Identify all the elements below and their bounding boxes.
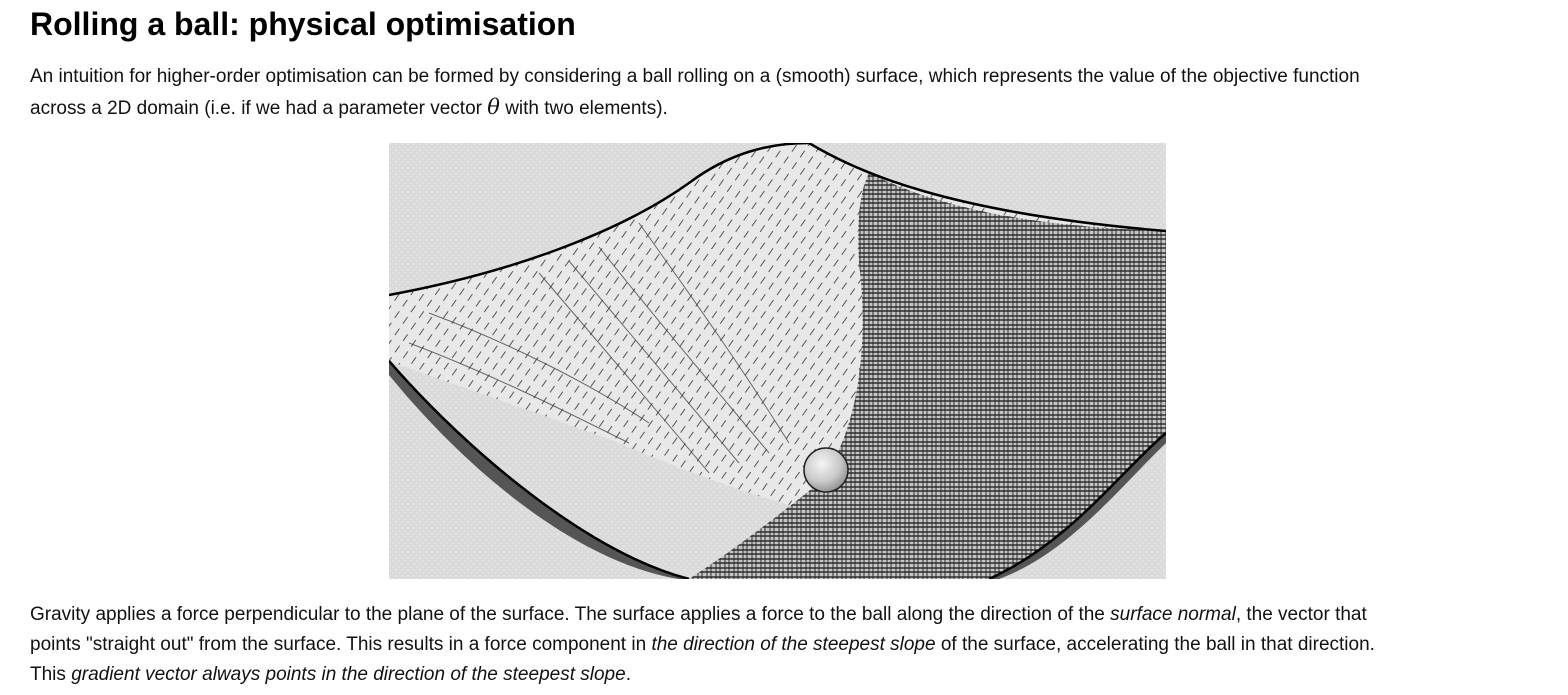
gravity-line-3-tail: . — [625, 664, 631, 685]
gravity-line-2-tail: of the surface, accelerating the ball in… — [935, 634, 1375, 655]
intro-text-after-symbol: with two elements). — [499, 98, 668, 119]
gravity-line-1-text: Gravity applies a force perpendicular to… — [30, 604, 1111, 625]
gravity-line-1-tail: , the vector that — [1235, 604, 1367, 625]
intro-paragraph: An intuition for higher-order optimisati… — [30, 62, 1360, 124]
gravity-paragraph: Gravity applies a force perpendicular to… — [30, 600, 1375, 690]
ball-on-surface-illustration — [389, 143, 1166, 579]
gravity-line-1: Gravity applies a force perpendicular to… — [30, 600, 1375, 630]
intro-line-1: An intuition for higher-order optimisati… — [30, 66, 1360, 87]
gravity-line-3: This gradient vector always points in th… — [30, 660, 1375, 690]
gravity-line-2-text: points "straight out" from the surface. … — [30, 634, 652, 655]
surface-normal-term: surface normal — [1110, 604, 1236, 625]
gravity-line-2: points "straight out" from the surface. … — [30, 630, 1375, 660]
gradient-vector-term: gradient vector always points in the dir… — [71, 664, 626, 685]
intro-line-2: across a 2D domain (i.e. if we had a par… — [30, 92, 1360, 124]
ball-shape — [803, 447, 849, 493]
theta-symbol: θ — [487, 95, 500, 119]
steepest-slope-term: the direction of the steepest slope — [651, 634, 936, 655]
gravity-line-3-text: This — [30, 664, 72, 685]
surface-drawing — [389, 143, 1166, 579]
intro-text-before-symbol: across a 2D domain (i.e. if we had a par… — [30, 98, 488, 119]
page-title: Rolling a ball: physical optimisation — [30, 6, 576, 42]
